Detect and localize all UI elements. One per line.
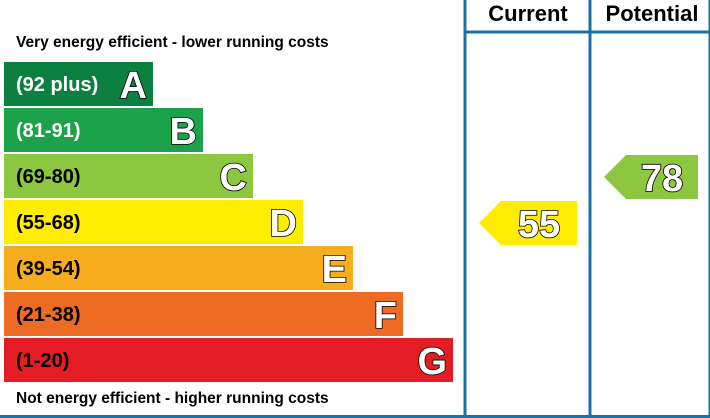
bottom-note: Not energy efficient - higher running co… (16, 390, 329, 407)
band-letter-f: F (374, 295, 397, 337)
potential-rating-arrow (604, 155, 698, 199)
band-range-a: (92 plus) (16, 74, 98, 96)
band-range-g: (1-20) (16, 350, 69, 372)
band-letter-e: E (322, 249, 347, 291)
potential-rating-value: 78 (641, 158, 683, 200)
band-bar-g (4, 338, 453, 382)
band-letter-g: G (417, 341, 447, 383)
band-bars: (92 plus) A (81-91) B (69-80) C (55-68) D (39-54… (4, 62, 453, 384)
band-range-e: (39-54) (16, 258, 80, 280)
score-arrows: 55 78 (479, 155, 698, 247)
band-bar-c (4, 154, 253, 198)
band-letter-a: A (120, 65, 147, 107)
top-note: Very energy efficient - lower running co… (16, 34, 329, 51)
band-bar-d (4, 200, 303, 244)
potential-column-header: Potential (606, 1, 699, 26)
band-range-d: (55-68) (16, 212, 80, 234)
band-letter-c: C (220, 157, 247, 199)
band-range-f: (21-38) (16, 304, 80, 326)
band-bar-f (4, 292, 403, 336)
current-rating-arrow (479, 201, 577, 245)
band-range-c: (69-80) (16, 166, 80, 188)
band-letter-b: B (170, 111, 197, 153)
band-letter-d: D (270, 203, 297, 245)
band-bar-e (4, 246, 353, 290)
band-range-b: (81-91) (16, 120, 80, 142)
band-bar-a (4, 62, 153, 106)
band-bar-b (4, 108, 203, 152)
current-rating-value: 55 (518, 204, 560, 246)
current-column-header: Current (488, 1, 568, 26)
